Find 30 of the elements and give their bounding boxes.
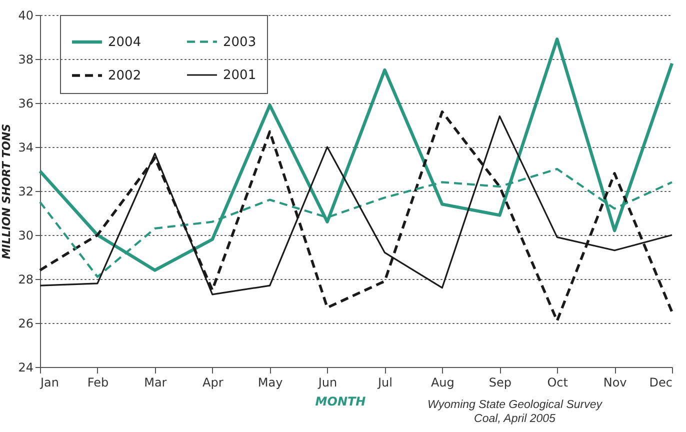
x-tick-label: Aug [430,376,454,390]
legend-label: 2004 [108,35,142,50]
y-tick-label: 24 [18,360,34,374]
legend-label: 2002 [108,68,142,84]
x-tick-label: Jun [317,376,338,390]
y-tick-label: 38 [18,52,34,66]
y-tick-label: 34 [18,140,34,154]
legend-label: 2001 [223,68,256,83]
x-tick-label: Apr [202,376,224,390]
x-axis-title: MONTH [315,394,366,408]
y-tick-label: 26 [18,316,34,330]
x-tick-label: Mar [144,376,167,390]
x-tick-label: Feb [87,376,109,390]
legend-label: 2003 [223,34,256,50]
y-tick-label: 40 [18,8,34,22]
y-tick-label: 28 [18,272,34,286]
y-tick-label: 36 [18,96,34,110]
x-tick-label: Jan [40,376,59,390]
x-tick-label: May [258,376,283,390]
text: Coal, April 2005 [473,412,556,426]
x-tick-label: Dec [649,376,672,390]
x-tick-label: Nov [603,376,627,390]
x-tick-label: Sep [488,376,512,390]
line-series [38,110,674,322]
y-axis-title: MILLION SHORT TONS [0,124,14,260]
y-tick-label: 32 [18,184,34,198]
x-tick-label: Oct [547,376,568,390]
x-tick-label: Jul [376,376,392,390]
text: Wyoming State Geological Survey [428,398,602,412]
y-tick-label: 30 [18,228,34,242]
